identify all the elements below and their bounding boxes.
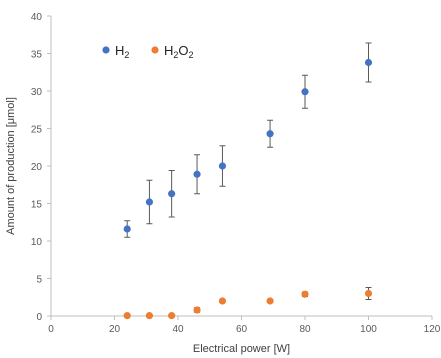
point-h2o2 bbox=[301, 290, 309, 298]
legend: H2 H2O2 bbox=[102, 43, 194, 60]
y-tick-label: 20 bbox=[31, 162, 43, 173]
legend-label-h2: H2 bbox=[115, 43, 129, 60]
point-h2o2 bbox=[364, 289, 373, 298]
x-tick-label: 0 bbox=[48, 324, 54, 335]
point-h2 bbox=[123, 225, 131, 233]
y-tick-label: 40 bbox=[31, 12, 43, 23]
point-h2 bbox=[218, 162, 227, 170]
point-h2o2 bbox=[266, 297, 274, 305]
x-tick-label: 80 bbox=[299, 324, 311, 335]
y-tick-label: 15 bbox=[31, 200, 43, 211]
x-tick-label: 60 bbox=[236, 324, 248, 335]
x-tick-label: 20 bbox=[109, 324, 121, 335]
point-h2 bbox=[145, 198, 154, 206]
error-bars bbox=[124, 42, 372, 317]
x-tick-label: 40 bbox=[172, 324, 184, 335]
y-tick-label: 30 bbox=[31, 87, 43, 98]
y-axis-title: Amount of production [μmol] bbox=[5, 97, 17, 235]
point-h2o2 bbox=[145, 312, 154, 320]
point-h2o2 bbox=[168, 312, 176, 320]
y-tick-label: 25 bbox=[31, 125, 43, 136]
point-h2 bbox=[301, 88, 309, 96]
legend-label-h2o2: H2O2 bbox=[164, 43, 194, 60]
point-h2o2 bbox=[123, 312, 131, 320]
point-h2 bbox=[193, 170, 201, 178]
legend-marker-h2o2 bbox=[151, 46, 159, 54]
y-tick-label: 0 bbox=[36, 312, 42, 323]
x-tick-label: 100 bbox=[360, 324, 377, 335]
point-h2 bbox=[266, 130, 274, 138]
point-h2 bbox=[168, 190, 176, 198]
point-h2o2 bbox=[193, 306, 201, 314]
point-h2 bbox=[364, 58, 373, 67]
x-axis-title: Electrical power [W] bbox=[193, 343, 290, 355]
x-tick-label: 120 bbox=[424, 324, 441, 335]
axes: 0 20 40 60 80 100 120 0 5 10 15 20 25 30 35 40 bbox=[31, 12, 441, 335]
y-tick-label: 10 bbox=[31, 237, 43, 248]
y-tick-label: 5 bbox=[36, 275, 42, 286]
point-h2o2 bbox=[218, 297, 227, 305]
legend-marker-h2 bbox=[102, 46, 110, 54]
data-points bbox=[123, 58, 373, 320]
y-tick-label: 35 bbox=[31, 50, 43, 61]
